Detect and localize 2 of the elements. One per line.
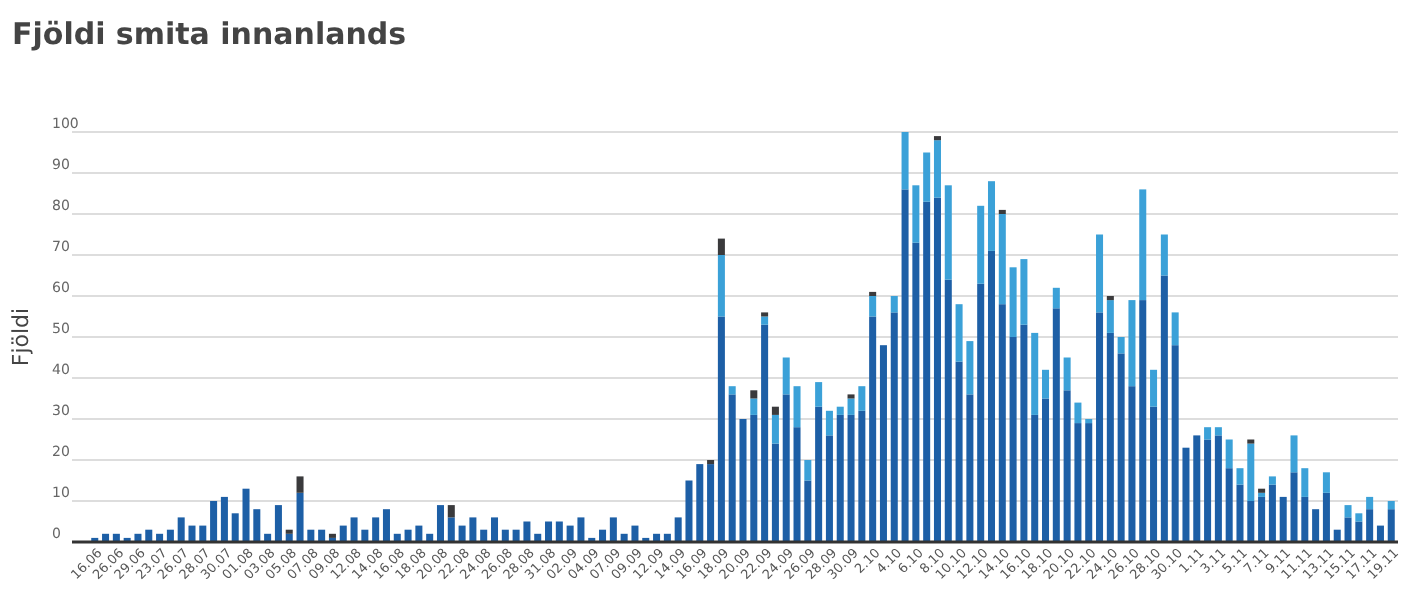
y-axis-title: Fjöldi [8,307,34,367]
chart-title: Fjöldi smita innanlands [12,16,407,52]
